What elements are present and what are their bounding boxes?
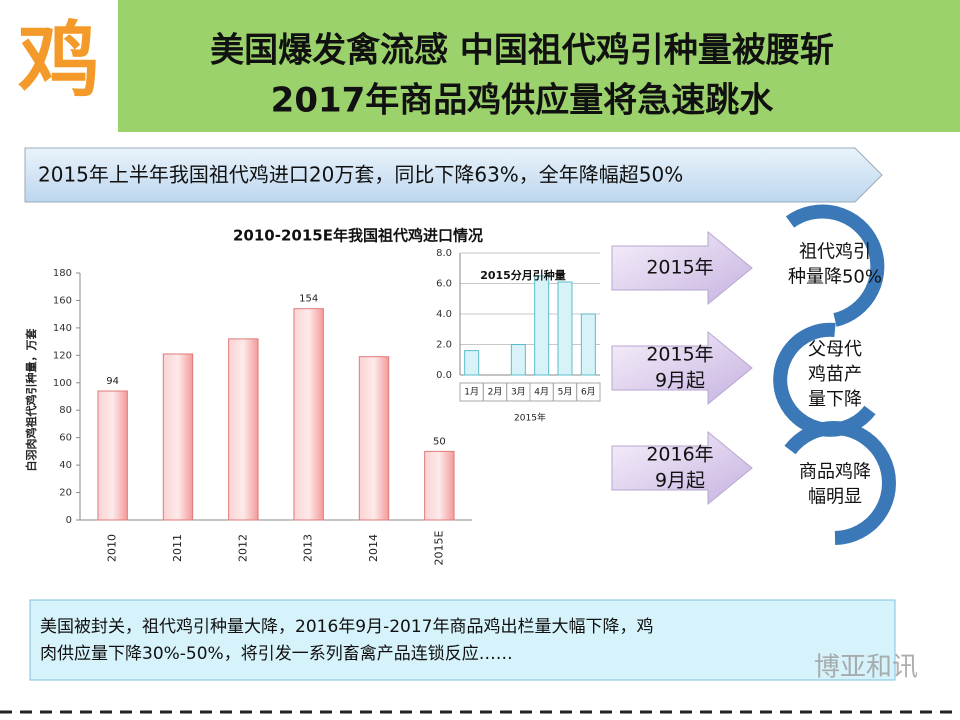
y-tick-label: 8.0 [436, 248, 452, 259]
x-tick-label: 6月 [581, 387, 596, 398]
watermark: 博亚和讯 [814, 653, 918, 683]
bar [464, 350, 480, 376]
flow-result: 商品鸡降 [799, 462, 871, 483]
flow-result: 鸡苗产 [808, 364, 862, 385]
flow-arrow [611, 330, 753, 406]
cycle-arrows [773, 204, 896, 545]
y-tick-label: 140 [53, 323, 72, 334]
bar [510, 344, 526, 376]
x-tick-label: 2月 [488, 387, 503, 398]
x-tick-label: 2014 [367, 534, 380, 562]
note-box [29, 599, 896, 681]
flow-arrow [611, 430, 753, 506]
flow-label: 2016年 [646, 444, 713, 466]
x-tick-label: 2011 [171, 534, 184, 562]
value-label: 154 [299, 294, 318, 305]
y-axis-label: 白羽肉鸡祖代鸡引种量，万套 [24, 328, 38, 472]
inset-panel [420, 245, 605, 425]
y-tick-label: 160 [53, 295, 72, 306]
header-band [118, 0, 960, 132]
title: 2017年商品鸡供应量将急速跳水 [271, 81, 775, 121]
value-label: 94 [106, 376, 119, 387]
logo-box [0, 0, 118, 132]
dynamic: 0 20 40 60 80 100 120 140 160 180 2010 94 2011 2012 20… [24, 227, 918, 683]
x-axis-label: 2015年 [514, 412, 546, 424]
flow-result: 量下降 [808, 389, 862, 410]
x-tick-label: 4月 [534, 387, 549, 398]
cycle-arc [785, 204, 885, 327]
bar [424, 450, 455, 521]
value-label: 50 [433, 436, 446, 447]
flow-result: 种量降50% [788, 267, 882, 288]
bar [97, 390, 128, 521]
x-tick-label: 2012 [236, 534, 249, 562]
bar [358, 356, 390, 521]
flow-result: 幅明显 [808, 487, 862, 508]
y-tick-label: 80 [59, 405, 72, 416]
flow-label: 2015年 [646, 344, 713, 366]
y-tick-label: 4.0 [436, 309, 452, 320]
y-tick-label: 0.0 [436, 370, 452, 381]
cycle-arc [784, 421, 896, 545]
bar [580, 313, 596, 376]
bar [293, 308, 324, 521]
bar [534, 275, 550, 376]
flow-label: 2015年 [646, 257, 713, 279]
flow-label: 9月起 [655, 370, 705, 392]
chart-title: 2015分月引种量 [480, 268, 566, 282]
y-tick-label: 40 [59, 460, 72, 471]
x-tick-label: 2015E [432, 530, 445, 565]
banner-arrow [24, 147, 883, 203]
note-text: 肉供应量下降30%-50%，将引发一系列畜禽产品连锁反应…… [40, 644, 513, 664]
banner-text: 2015年上半年我国祖代鸡进口20万套，同比下降63%，全年降幅超50% [38, 163, 683, 187]
bar [557, 281, 573, 376]
x-tick-label: 3月 [511, 387, 526, 398]
y-tick-label: 0 [66, 515, 72, 526]
x-tick-label: 1月 [464, 387, 479, 398]
flow-result: 父母代 [808, 339, 862, 360]
y-tick-label: 120 [53, 350, 72, 361]
x-tick-box [576, 382, 601, 402]
y-tick-label: 6.0 [436, 279, 452, 290]
bar [162, 353, 194, 521]
y-tick-label: 100 [53, 378, 72, 389]
y-tick-label: 60 [59, 433, 72, 444]
y-tick-label: 2.0 [436, 340, 452, 351]
flow-arrow [611, 230, 753, 306]
title: 美国爆发禽流感 中国祖代鸡引种量被腰斩 [210, 31, 834, 71]
x-tick-label: 2010 [106, 534, 119, 562]
note-text: 美国被封关，祖代鸡引种量大降，2016年9月-2017年商品鸡出栏量大幅下降，鸡 [40, 617, 653, 637]
x-tick-label: 2013 [302, 534, 315, 562]
flow-result: 祖代鸡引 [799, 242, 871, 263]
x-tick-label: 5月 [558, 387, 573, 398]
y-tick-label: 180 [53, 268, 72, 279]
bar [228, 338, 259, 521]
flow-label: 9月起 [655, 470, 705, 492]
logo: 鸡 [18, 13, 100, 108]
chart-title: 2010-2015E年我国祖代鸡进口情况 [233, 227, 483, 245]
y-tick-label: 20 [59, 488, 72, 499]
